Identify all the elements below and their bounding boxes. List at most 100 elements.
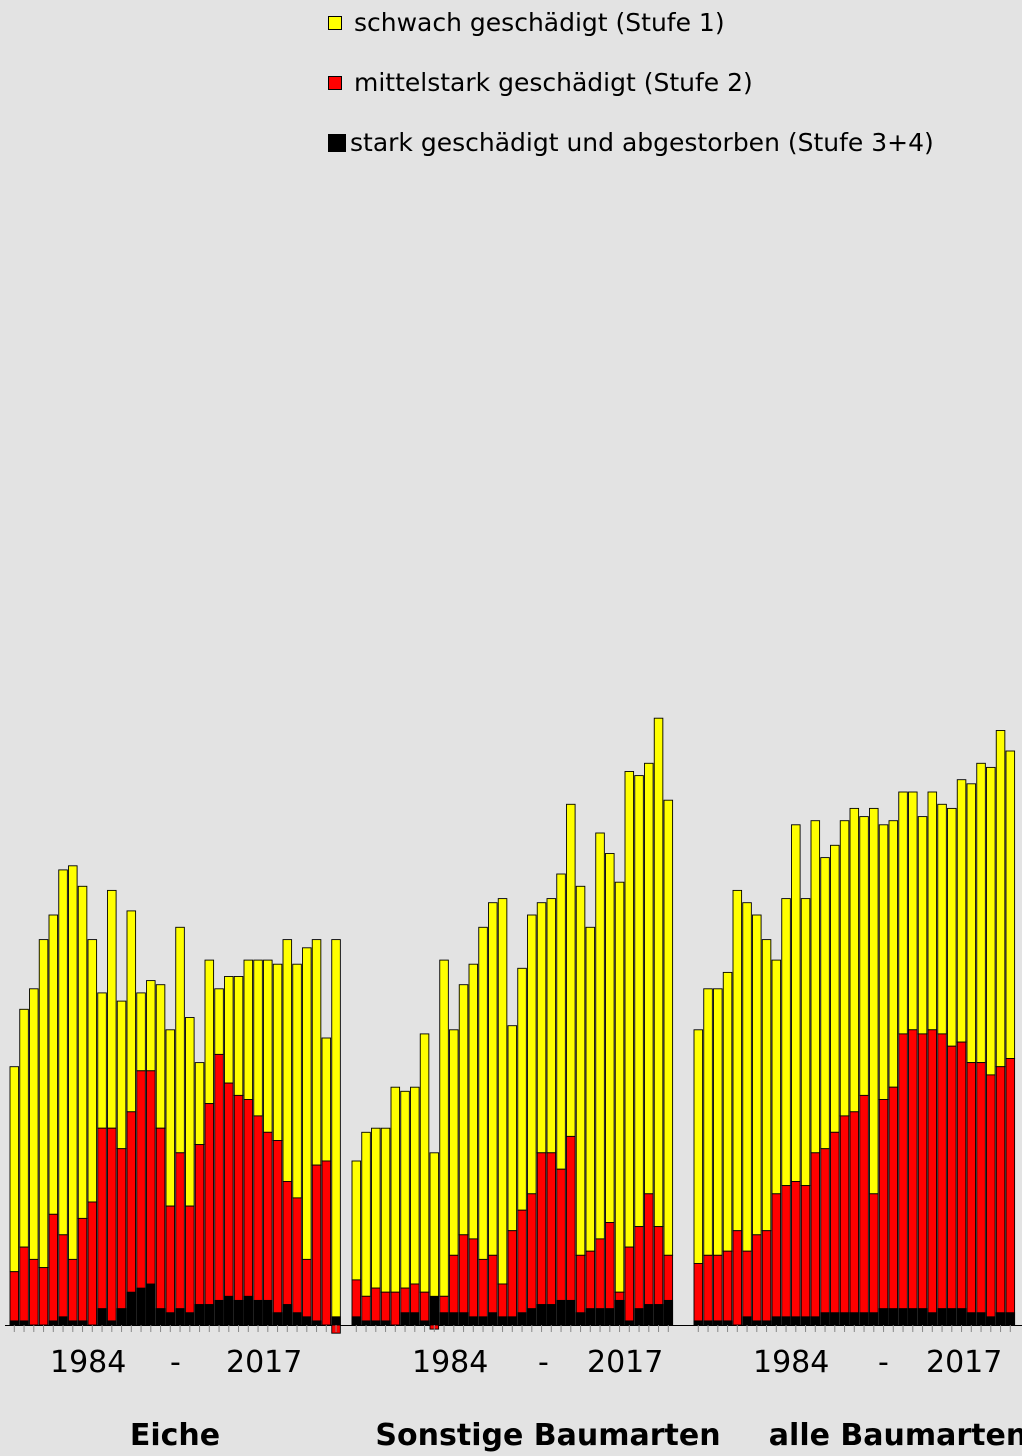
tick-label-start: 1984 [753,1345,830,1380]
bar-stage2 [116,1148,127,1326]
tick-label-sep: - [538,1345,549,1380]
legend-label: stark geschädigt und abgestorben (Stufe … [350,128,934,157]
legend-label: schwach geschädigt (Stufe 1) [354,8,725,37]
bar-stage34 [155,1308,166,1326]
bar-stage2 [204,1103,215,1326]
bar-stage1 [830,844,840,1133]
bar-stage34 [927,1312,938,1326]
bar-stage34 [937,1308,947,1326]
bar-stage2 [224,1082,234,1326]
bar-stage34 [956,1308,967,1326]
bar-stage2 [468,1238,479,1326]
bar-stage34 [527,1308,537,1326]
bar-stage1 [869,807,879,1195]
bar-stage1 [351,1160,362,1281]
bar-stage1 [888,820,899,1088]
bar-stage1 [976,762,986,1064]
bar-stage1 [761,939,772,1232]
bar-stage2 [878,1099,889,1326]
bar-stage34 [116,1308,127,1326]
bar-stage34 [859,1312,869,1326]
bar-stage2 [419,1291,430,1326]
bar-stage34 [497,1316,508,1326]
bar-stage34 [781,1316,791,1326]
bar-stage2 [48,1213,59,1326]
bar-stage34 [136,1287,146,1326]
bar-stage2 [771,1193,782,1326]
bar-stage1 [224,976,234,1084]
legend-swatch [328,75,342,90]
bar-stage1 [546,898,557,1154]
bar-stage1 [644,762,654,1195]
bar-stage34 [263,1299,273,1326]
bar-stage2 [253,1115,263,1326]
bar-stage2 [136,1070,146,1326]
bar-stage34 [693,1320,704,1326]
bar-stage34 [9,1320,20,1326]
bar-stage2 [185,1205,195,1326]
bar-stage2 [321,1160,332,1326]
bar-stage1 [781,898,791,1187]
bar-stage1 [29,988,39,1260]
bar-stage2 [214,1053,224,1326]
legend-label: mittelstark geschädigt (Stufe 2) [354,68,753,97]
bar-stage34 [976,1312,986,1326]
bar-stage1 [517,967,527,1211]
bar-stage1 [126,910,137,1113]
bar-stage1 [839,820,850,1117]
bar-stage1 [204,959,215,1105]
bar-group [9,865,341,1334]
bar-stage34 [478,1316,488,1326]
bar-stage2 [908,1029,918,1326]
tick-label-end: 2017 [587,1345,664,1380]
bar-stage1 [791,824,801,1182]
tick-label-start: 1984 [412,1345,489,1380]
bar-stage1 [136,992,146,1072]
bar-stage34 [48,1320,59,1326]
bar-stage1 [263,959,273,1133]
bar-stage1 [321,1037,332,1162]
bar-stage34 [146,1283,156,1326]
bar-stage2 [29,1258,39,1326]
bar-stage34 [966,1312,977,1326]
bar-stage1 [361,1131,371,1297]
bar-stage34 [878,1308,889,1326]
bar-stage34 [917,1308,928,1326]
bar-stage34 [97,1308,107,1326]
bar-group [351,717,674,1332]
bar-stage1 [214,988,224,1055]
bar-stage34 [19,1320,29,1326]
bar-stage34 [663,1299,674,1326]
bar-stage1 [58,869,68,1236]
bar-stage1 [927,791,938,1031]
bar-stage1 [634,775,644,1228]
tick-label-sep: - [170,1345,181,1380]
bar-stage34 [556,1299,566,1326]
bar-stage1 [624,771,635,1248]
bar-stage2 [194,1144,205,1326]
bar-stage1 [155,984,166,1129]
bar-stage34 [839,1312,850,1326]
bar-stage1 [497,898,508,1285]
bar-stage2 [527,1193,537,1326]
bar-stage34 [214,1299,224,1326]
bar-stage34 [575,1312,586,1326]
bar-stage2 [302,1258,312,1326]
bar-stage2 [380,1291,391,1326]
legend-item: schwach geschädigt (Stufe 1) [328,8,725,37]
bar-stage34 [595,1308,605,1326]
bar-stage1 [97,992,107,1129]
bar-stage34 [703,1320,713,1326]
bar-stage1 [77,885,88,1219]
bar-stage34 [380,1320,391,1326]
bar-stage1 [595,832,605,1240]
bar-stage1 [966,783,977,1064]
bar-stage2 [507,1230,518,1326]
bar-stage1 [605,853,615,1223]
bar-stage34 [849,1312,860,1326]
bar-stage34 [165,1312,176,1326]
bar-stage34 [410,1312,420,1326]
legend-item: stark geschädigt und abgestorben (Stufe … [328,128,934,157]
bar-stage34 [752,1320,762,1326]
bar-stage34 [761,1320,772,1326]
